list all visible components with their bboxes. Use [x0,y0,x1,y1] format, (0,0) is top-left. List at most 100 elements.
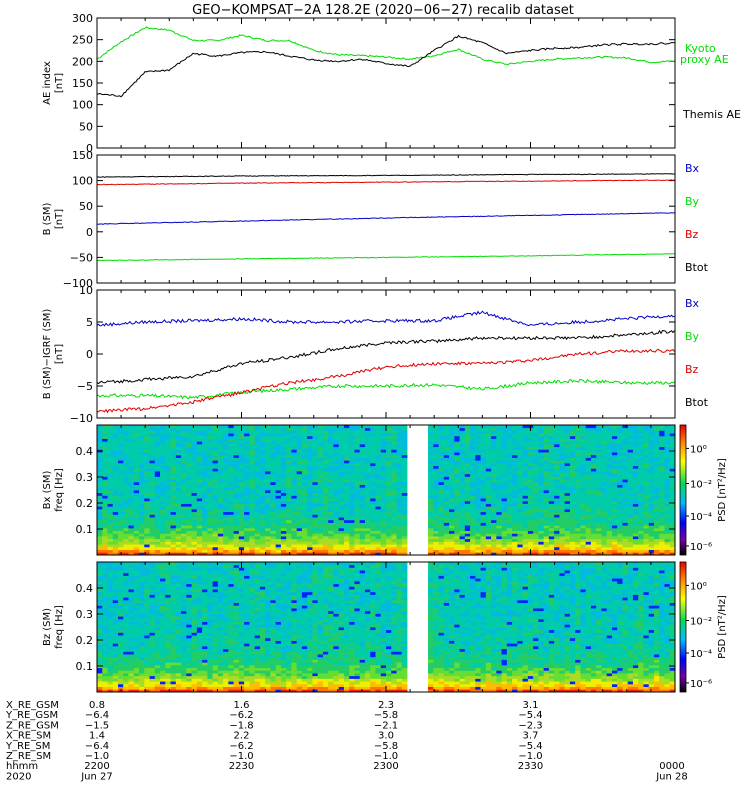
spectrogram-cell [259,438,266,442]
spectrogram-cell [223,427,229,431]
spectrogram-cell [575,533,581,537]
spectrogram-cell [559,517,566,521]
spectrogram-cell [212,465,219,469]
spectrogram-cell [97,517,103,521]
spectrogram-cell [606,452,613,456]
spectrogram-cell [144,546,150,550]
spectrogram-cell [296,425,303,429]
spectrogram-cell [559,503,566,507]
spectrogram-cell [107,427,114,431]
spectrogram-cell [522,506,529,510]
spectrogram-cell [217,427,224,431]
spectrogram-cell [485,490,492,494]
spectrogram-cell [449,452,455,456]
spectrogram-cell [391,484,397,488]
spectrogram-cell [554,490,560,494]
spectrogram-cell [364,430,371,434]
spectrogram-cell [228,552,235,556]
spectrogram-cell [533,503,539,507]
spectrogram-cell [585,519,592,523]
spectrogram-cell [196,517,203,521]
spectrogram-cell [349,468,355,472]
spectrogram-cell [170,511,177,515]
spectrogram-cell [375,468,382,472]
spectrogram-cell [464,495,471,499]
spectrogram-cell [307,465,313,469]
spectrogram-cell [191,473,198,477]
legend-entry: Themis AE [682,108,741,121]
spectrogram-cell [307,487,313,491]
spectrogram-cell [307,430,313,434]
spectrogram-cell [559,514,566,518]
spectrogram-cell [527,433,534,437]
spectrogram-cell [438,506,445,510]
spectrogram-cell [596,433,602,437]
spectrogram-cell [480,511,487,515]
spectrogram-cell [186,552,192,556]
spectrogram-cell [386,481,392,485]
spectrogram-cell [207,522,213,526]
spectrogram-cell [548,460,555,464]
spectrogram-cell [517,544,524,548]
spectrogram-cell [396,530,403,534]
spectrogram-cell [317,541,324,545]
spectrogram-cell [396,511,403,515]
spectrogram-cell [296,498,303,502]
spectrogram-cell [464,514,471,518]
spectrogram-cell [97,506,103,510]
spectrogram-cell [506,457,513,461]
spectrogram-cell [328,508,334,513]
spectrogram-cell [375,476,382,480]
spectrogram-cell [202,546,208,550]
spectrogram-cell [128,498,135,502]
spectrogram-cell [512,522,518,526]
spectrogram-cell [443,549,450,553]
spectrogram-cell [596,522,602,526]
spectrogram-cell [554,514,560,518]
spectrogram-cell [170,495,177,499]
spectrogram-cell [259,525,266,529]
spectrogram-cell [307,527,313,532]
spectrogram-cell [617,536,623,540]
spectrogram-cell [97,462,103,467]
spectrogram-cell [617,533,623,537]
spectrogram-cell [238,481,245,485]
spectrogram-cell [575,433,581,437]
spectrogram-cell [191,517,198,521]
spectrogram-cell [165,536,171,540]
spectrogram-cell [312,508,319,513]
spectrogram-cell [580,527,587,532]
spectrogram-cell [196,481,203,485]
spectrogram-cell [317,490,324,494]
spectrogram-cell [359,449,366,453]
spectrogram-cell [112,465,119,469]
spectrogram-cell [144,427,150,431]
spectrogram-cell [364,465,371,469]
spectrogram-cell [170,549,177,553]
spectrogram-cell [380,517,387,521]
spectrogram-cell [338,506,345,510]
spectrogram-cell [118,525,124,529]
spectrogram-cell [475,498,481,502]
spectrogram-cell [128,438,135,442]
spectrogram-cell [144,492,150,496]
spectrogram-cell [175,433,182,437]
spectrogram-cell [233,492,240,496]
spectrogram-cell [296,517,303,521]
spectrogram-cell [611,525,618,529]
spectrogram-cell [606,517,613,521]
spectrogram-cell [364,427,371,431]
spectrogram-cell [554,487,560,491]
spectrogram-cell [301,430,308,434]
spectrogram-cell [249,506,256,510]
spectrogram-cell [338,481,345,485]
spectrogram-cell [364,503,371,507]
spectrogram-cell [590,511,597,515]
spectrogram-cell [391,465,397,469]
spectrogram-cell [249,495,256,499]
spectrogram-cell [144,549,150,553]
spectrogram-cell [480,506,487,510]
spectrogram-cell [575,465,581,469]
spectrogram-cell [312,468,319,472]
spectrogram-cell [259,536,266,540]
